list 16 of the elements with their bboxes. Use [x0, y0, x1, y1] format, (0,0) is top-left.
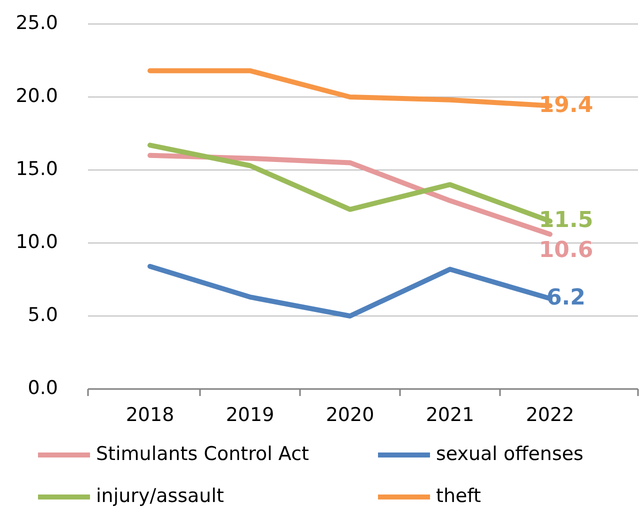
legend-label: Stimulants Control Act: [96, 443, 309, 466]
y-tick-label: 0.0: [28, 377, 58, 400]
y-tick-label: 20.0: [16, 85, 58, 108]
legend-label: injury/assault: [96, 485, 224, 508]
y-tick-label: 15.0: [16, 158, 58, 180]
y-tick-label: 10.0: [16, 231, 58, 254]
data-label: 10.6: [538, 238, 594, 264]
x-tick-label: 2018: [126, 404, 174, 426]
x-tick-label: 2021: [426, 404, 474, 426]
y-tick-label: 5.0: [28, 304, 58, 326]
x-tick-label: 2020: [326, 404, 374, 426]
legend-label: sexual offenses: [436, 443, 584, 466]
legend-label: theft: [436, 485, 481, 508]
x-tick-label: 2022: [526, 404, 574, 426]
y-tick-label: 25.0: [16, 12, 58, 34]
x-tick-label: 2019: [226, 404, 274, 426]
